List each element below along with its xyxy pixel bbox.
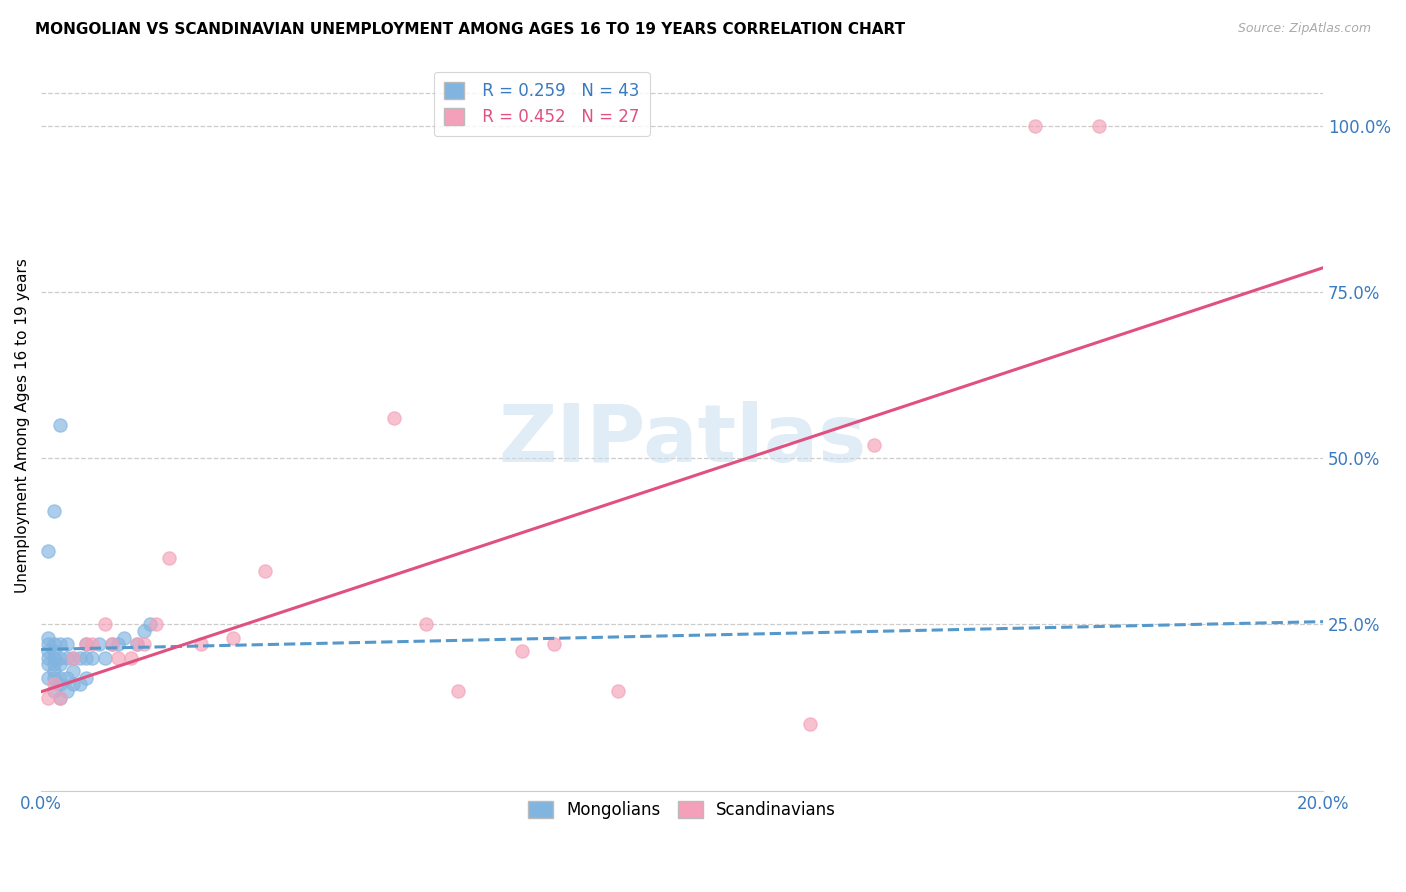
Point bbox=[75, 650, 97, 665]
Point bbox=[107, 650, 129, 665]
Point bbox=[100, 637, 122, 651]
Point bbox=[49, 650, 72, 665]
Point bbox=[87, 637, 110, 651]
Point bbox=[49, 671, 72, 685]
Point bbox=[145, 617, 167, 632]
Point bbox=[42, 671, 65, 685]
Point bbox=[415, 617, 437, 632]
Point bbox=[42, 644, 65, 658]
Text: ZIPatlas: ZIPatlas bbox=[498, 401, 866, 479]
Point bbox=[37, 637, 59, 651]
Point bbox=[42, 664, 65, 678]
Point bbox=[37, 671, 59, 685]
Point bbox=[120, 650, 142, 665]
Point bbox=[82, 650, 104, 665]
Point bbox=[42, 504, 65, 518]
Point bbox=[75, 637, 97, 651]
Point bbox=[607, 684, 630, 698]
Point bbox=[107, 637, 129, 651]
Legend: Mongolians, Scandinavians: Mongolians, Scandinavians bbox=[522, 795, 842, 826]
Point bbox=[1087, 119, 1109, 133]
Point bbox=[55, 671, 77, 685]
Point bbox=[37, 631, 59, 645]
Point bbox=[132, 637, 155, 651]
Point bbox=[1024, 119, 1046, 133]
Point bbox=[37, 544, 59, 558]
Point bbox=[75, 637, 97, 651]
Point bbox=[543, 637, 565, 651]
Point bbox=[42, 657, 65, 672]
Point bbox=[49, 677, 72, 691]
Point bbox=[254, 564, 277, 578]
Point bbox=[42, 637, 65, 651]
Point bbox=[37, 690, 59, 705]
Point bbox=[49, 690, 72, 705]
Point bbox=[49, 637, 72, 651]
Point bbox=[222, 631, 245, 645]
Point bbox=[132, 624, 155, 639]
Text: Source: ZipAtlas.com: Source: ZipAtlas.com bbox=[1237, 22, 1371, 36]
Point bbox=[42, 677, 65, 691]
Point bbox=[49, 690, 72, 705]
Point bbox=[139, 617, 162, 632]
Point bbox=[55, 650, 77, 665]
Point bbox=[157, 551, 180, 566]
Point bbox=[82, 637, 104, 651]
Point bbox=[190, 637, 212, 651]
Point bbox=[799, 717, 821, 731]
Point bbox=[37, 657, 59, 672]
Y-axis label: Unemployment Among Ages 16 to 19 years: Unemployment Among Ages 16 to 19 years bbox=[15, 258, 30, 592]
Point bbox=[37, 650, 59, 665]
Point bbox=[863, 438, 886, 452]
Point bbox=[94, 617, 117, 632]
Point bbox=[37, 644, 59, 658]
Point bbox=[55, 684, 77, 698]
Text: MONGOLIAN VS SCANDINAVIAN UNEMPLOYMENT AMONG AGES 16 TO 19 YEARS CORRELATION CHA: MONGOLIAN VS SCANDINAVIAN UNEMPLOYMENT A… bbox=[35, 22, 905, 37]
Point bbox=[62, 664, 84, 678]
Point bbox=[69, 650, 91, 665]
Point bbox=[69, 677, 91, 691]
Point bbox=[382, 411, 405, 425]
Point bbox=[75, 671, 97, 685]
Point bbox=[49, 418, 72, 433]
Point bbox=[127, 637, 149, 651]
Point bbox=[42, 650, 65, 665]
Point bbox=[114, 631, 136, 645]
Point bbox=[94, 650, 117, 665]
Point bbox=[447, 684, 470, 698]
Point bbox=[55, 637, 77, 651]
Point bbox=[62, 677, 84, 691]
Point bbox=[127, 637, 149, 651]
Point bbox=[42, 684, 65, 698]
Point bbox=[510, 644, 533, 658]
Point bbox=[62, 650, 84, 665]
Point bbox=[62, 650, 84, 665]
Point bbox=[100, 637, 122, 651]
Point bbox=[49, 657, 72, 672]
